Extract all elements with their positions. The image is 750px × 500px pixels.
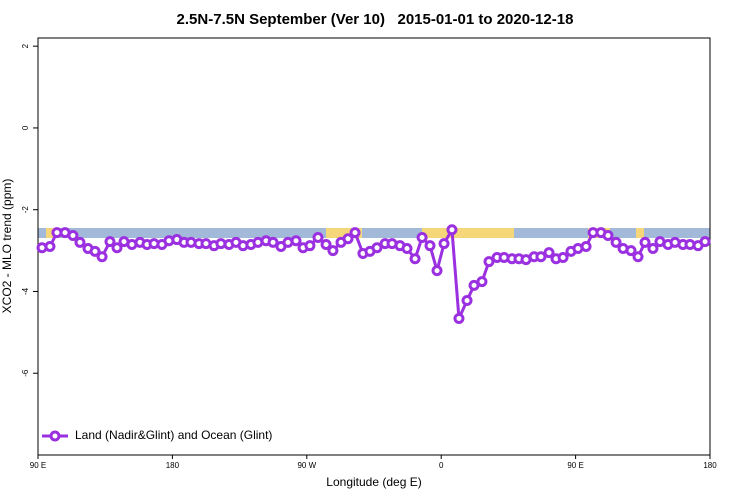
x-tick-label: 180: [703, 461, 717, 470]
data-point: [290, 235, 302, 247]
y-tick-label: -2: [21, 206, 30, 214]
legend: Land (Nadir&Glint) and Ocean (Glint): [42, 428, 272, 442]
data-point: [543, 247, 555, 259]
data-point: [639, 236, 651, 248]
x-tick-label: 0: [439, 461, 444, 470]
data-point: [327, 245, 339, 257]
data-point: [632, 251, 644, 263]
data-point: [625, 245, 637, 257]
data-point: [535, 251, 547, 263]
data-point: [267, 236, 279, 248]
data-point: [424, 240, 436, 252]
data-point: [483, 256, 495, 268]
data-point: [647, 243, 659, 255]
y-tick-label: 2: [21, 43, 30, 48]
data-point: [312, 232, 324, 244]
data-point: [446, 224, 458, 236]
y-tick-label: -4: [21, 287, 30, 295]
data-point: [401, 243, 413, 255]
legend-marker: [49, 430, 61, 442]
data-point: [67, 229, 79, 241]
data-point: [557, 252, 569, 264]
x-tick-label: 90 W: [297, 461, 316, 470]
data-point: [371, 242, 383, 254]
data-point: [580, 241, 592, 252]
y-tick-label: -6: [21, 369, 30, 377]
x-tick-label: 90 E: [30, 461, 46, 470]
land-band: [636, 228, 644, 238]
data-point: [610, 236, 622, 248]
data-point: [96, 251, 108, 263]
data-point: [349, 227, 361, 239]
data-point: [111, 242, 123, 254]
data-point: [602, 229, 614, 241]
data-point: [320, 238, 332, 250]
land-band: [422, 228, 514, 238]
chart-title: 2.5N-7.5N September (Ver 10) 2015-01-01 …: [177, 11, 574, 28]
legend-label: Land (Nadir&Glint) and Ocean (Glint): [75, 428, 272, 442]
data-point: [44, 241, 56, 252]
data-point: [304, 240, 316, 252]
data-point: [453, 312, 465, 324]
y-tick-label: 0: [21, 125, 30, 130]
data-point: [416, 232, 428, 244]
data-point: [89, 245, 101, 257]
x-tick-label: 90 E: [567, 461, 583, 470]
x-axis-label: Longitude (deg E): [326, 475, 421, 489]
data-point: [476, 276, 488, 288]
ocean-band: [38, 228, 710, 238]
data-point: [461, 294, 473, 306]
land-band: [326, 228, 362, 238]
data-point: [409, 253, 421, 265]
data-point: [74, 236, 86, 248]
y-axis-label: XCO2 - MLO trend (ppm): [0, 179, 14, 314]
data-point: [104, 236, 116, 248]
x-tick-label: 180: [166, 461, 180, 470]
data-point: [431, 265, 443, 277]
data-point: [342, 233, 354, 245]
data-point: [438, 238, 450, 250]
data-point: [699, 236, 711, 248]
